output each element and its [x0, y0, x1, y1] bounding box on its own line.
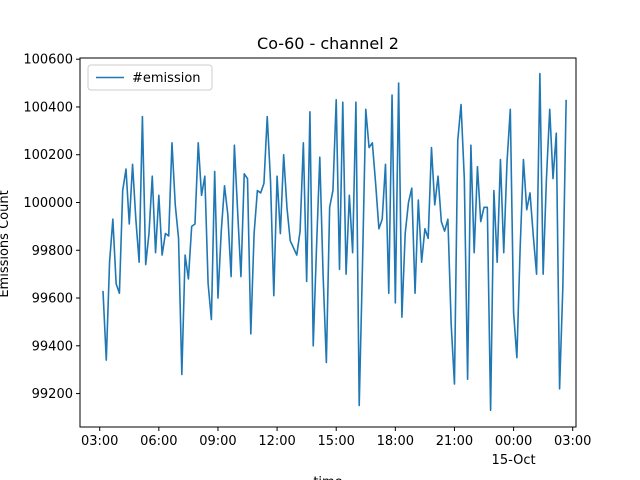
x-tick-label: 18:00	[377, 434, 414, 449]
x-tick-label: 21:00	[436, 434, 473, 449]
y-tick-label: 99400	[32, 339, 73, 354]
x-tick-label: 12:00	[258, 434, 295, 449]
x-tick-label: 15:00	[317, 434, 354, 449]
y-tick-label: 100200	[23, 148, 73, 163]
y-tick-label: 99600	[32, 292, 73, 307]
y-tick-label: 99800	[32, 244, 73, 259]
y-axis-label: Emissions Count	[0, 190, 12, 297]
legend-box	[87, 64, 213, 91]
legend-label: #emission	[132, 71, 201, 86]
axes-frame	[79, 57, 577, 428]
y-tick-label: 100600	[23, 53, 73, 68]
y-tick-label: 100400	[23, 100, 73, 115]
x-tick-label: 03:00	[554, 434, 591, 449]
x-tick-label: 09:00	[199, 434, 236, 449]
x-tick-label: 06:00	[140, 434, 177, 449]
x-tick-label: 03:00	[81, 434, 118, 449]
series-line-0	[102, 72, 567, 412]
plot-area	[102, 72, 567, 412]
y-tick-label: 100000	[23, 196, 73, 211]
x-tick-label: 00:00	[495, 434, 532, 449]
y-tick-label: 99200	[32, 387, 73, 402]
chart-title: Co-60 - channel 2	[257, 34, 399, 53]
x-axis-label: time	[313, 475, 342, 480]
axes: 03:00 06:00 09:00 12:00 15:00 18:00 21:00 00:00…	[23, 53, 591, 468]
legend: #emission	[87, 64, 213, 91]
x-tick-sublabel: 15-Oct	[492, 453, 536, 468]
